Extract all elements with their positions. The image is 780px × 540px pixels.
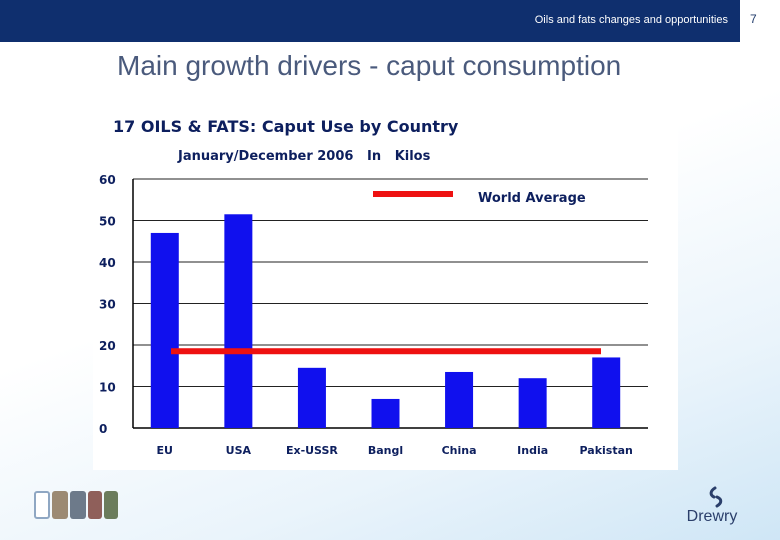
x-tick-label: Pakistan [580, 444, 633, 457]
bar-pakistan [592, 357, 621, 428]
bar-india [518, 378, 547, 428]
x-tick-label: India [517, 444, 548, 457]
legend-label-world-average: World Average [478, 191, 586, 206]
y-tick-label: 20 [99, 339, 116, 353]
y-tick-labels: 60 50 40 30 20 10 0 [99, 173, 116, 436]
bar-ex-ussr [297, 367, 326, 428]
logo-text: Drewry [686, 508, 738, 525]
y-tick-label: 30 [99, 298, 116, 312]
drewry-logo-mark [709, 486, 723, 508]
slide-title: Main growth drivers - caput consumption [117, 50, 622, 81]
x-tick-label: China [442, 444, 477, 457]
x-tick-label: Ex-USSR [286, 444, 338, 457]
drewry-logo: Drewry [680, 486, 744, 526]
thumbnail-photo-3 [70, 491, 86, 519]
grid-lines [133, 178, 648, 387]
x-tick-label: USA [226, 444, 252, 457]
y-tick-label: 10 [99, 381, 116, 395]
y-tick-label: 60 [99, 173, 116, 187]
bar-bangl [371, 398, 400, 428]
x-tick-label: EU [157, 444, 173, 457]
y-tick-label: 0 [99, 422, 107, 436]
thumbnail-photo-4 [88, 491, 102, 519]
header-title: Oils and fats changes and opportunities [534, 14, 728, 26]
legend-swatch-world-average [373, 191, 453, 197]
y-tick-label: 50 [99, 215, 116, 229]
bar-usa [224, 214, 253, 428]
photo-thumbnails [34, 491, 118, 519]
bar-eu [150, 232, 179, 428]
chart-container: 17 OILS & FATS: Caput Use by Country Jan… [93, 108, 678, 470]
thumbnail-photo-2 [52, 491, 68, 519]
world-average-line [171, 348, 601, 355]
header-bar: Oils and fats changes and opportunities [0, 0, 740, 42]
thumbnail-photo-5 [104, 491, 118, 519]
x-tick-labels: EU USA Ex-USSR Bangl China India Pakistan [157, 444, 633, 457]
chart-subtitle: January/December 2006 In Kilos [177, 149, 431, 164]
reference-lines [171, 348, 601, 355]
y-tick-label: 40 [99, 256, 116, 270]
bar-chart: 17 OILS & FATS: Caput Use by Country Jan… [99, 117, 648, 457]
bar-china [445, 371, 474, 428]
page-number: 7 [750, 12, 757, 26]
thumbnail-photo-1 [34, 491, 50, 519]
chart-title: 17 OILS & FATS: Caput Use by Country [113, 117, 459, 136]
bars [150, 214, 621, 428]
x-tick-label: Bangl [368, 444, 403, 457]
legend: World Average [373, 191, 586, 206]
